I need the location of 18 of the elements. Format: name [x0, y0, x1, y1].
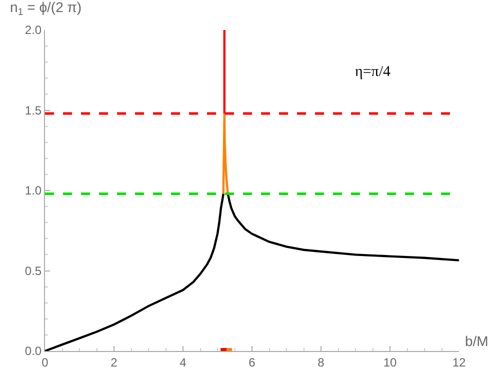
- x-tick-label: 2: [110, 355, 118, 370]
- x-tick-label: 12: [452, 355, 466, 370]
- y-tick-label: 0.5: [24, 264, 42, 278]
- x-tick-label: 0: [42, 355, 49, 370]
- line-series: [226, 192, 459, 262]
- x-tick-label: 8: [318, 355, 325, 370]
- y-tick-label: 0.0: [24, 344, 42, 358]
- y-tick-label: 2.0: [24, 23, 42, 38]
- line-series: [222, 112, 229, 195]
- y-tick-label: 1.0: [24, 184, 42, 198]
- x-tick-label: 10: [383, 355, 397, 370]
- x-axis-title: b/M: [465, 333, 488, 349]
- annotation: η=π/4: [355, 64, 392, 80]
- y-axis-title: n$_{1}$ = ϕ/(2 π): [10, 0, 82, 18]
- y-tick-label: 1.5: [24, 103, 42, 118]
- x-tick-label: 6: [248, 355, 256, 370]
- line-series: [45, 192, 224, 351]
- x-tick-label: 4: [180, 355, 187, 370]
